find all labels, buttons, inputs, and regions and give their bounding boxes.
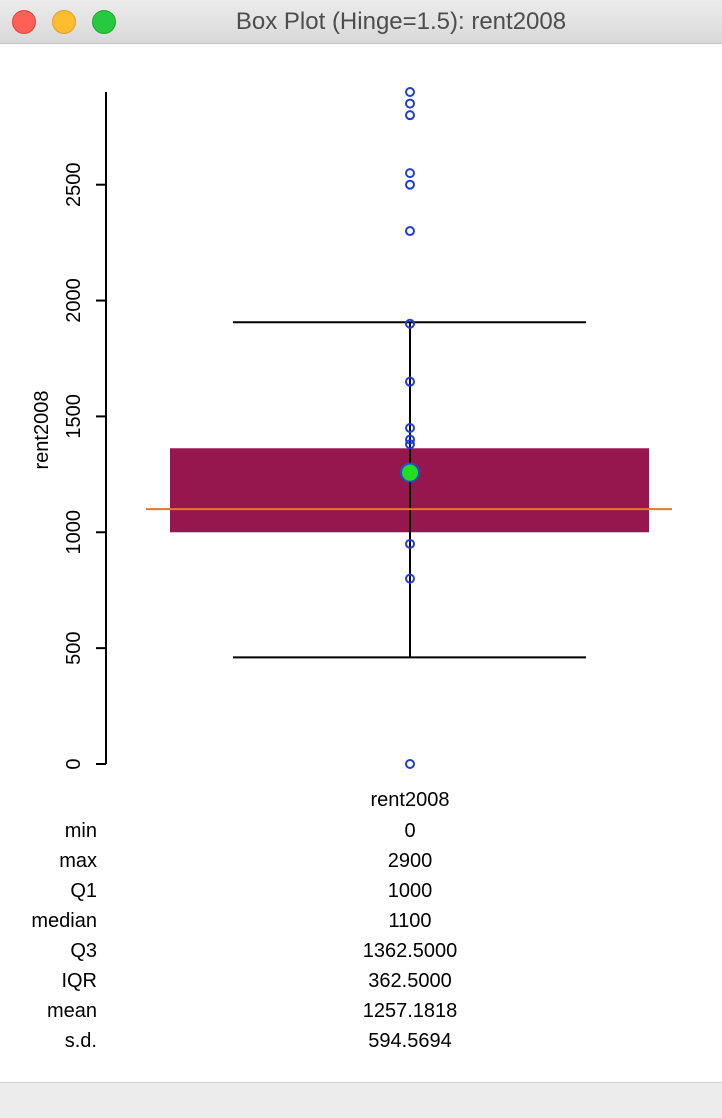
data-point xyxy=(405,439,415,450)
close-window-button[interactable] xyxy=(12,10,36,34)
summary-statistics-table: min 0 max 2900 Q1 1000 median 1100 Q3 1362.5000 IQ… xyxy=(0,820,722,1060)
stat-value: 1257.1818 xyxy=(362,1000,458,1022)
zoom-window-button[interactable] xyxy=(92,10,116,34)
stat-value: 594.5694 xyxy=(368,1030,452,1052)
data-point xyxy=(405,179,415,190)
stat-row-max: max 2900 xyxy=(0,850,722,880)
stat-row-s-d-: s.d. 594.5694 xyxy=(0,1030,722,1060)
stat-row-q3: Q3 1362.5000 xyxy=(0,940,722,970)
data-point xyxy=(405,538,415,549)
stat-label: Q3 xyxy=(70,940,97,962)
stat-row-mean: mean 1257.1818 xyxy=(0,1000,722,1030)
y-tick-label: 1500 xyxy=(63,394,85,439)
data-point xyxy=(405,226,415,237)
stat-label: mean xyxy=(46,1000,97,1022)
minimize-window-button[interactable] xyxy=(52,10,76,34)
stat-value: 2900 xyxy=(387,850,433,872)
y-tick-label: 2500 xyxy=(63,162,85,207)
title-bar: Box Plot (Hinge=1.5): rent2008 xyxy=(0,0,722,44)
stat-label: IQR xyxy=(61,970,97,992)
stat-label: max xyxy=(59,850,97,872)
stat-row-q1: Q1 1000 xyxy=(0,880,722,910)
stat-row-min: min 0 xyxy=(0,820,722,850)
stat-row-iqr: IQR 362.5000 xyxy=(0,970,722,1000)
data-point xyxy=(405,87,415,97)
stat-value: 0 xyxy=(404,820,416,842)
stat-label: Q1 xyxy=(70,880,97,902)
stat-row-median: median 1100 xyxy=(0,910,722,940)
box-plot-chart: 0 500 1000 1500 2000 2500 rent2008 rent2008 xyxy=(31,87,672,811)
data-point xyxy=(405,168,415,179)
y-axis-label: rent2008 xyxy=(31,391,53,470)
data-point xyxy=(405,110,415,121)
y-tick-label: 500 xyxy=(63,631,85,664)
data-point xyxy=(405,423,415,433)
stat-value: 1100 xyxy=(388,910,432,932)
y-tick-label: 2000 xyxy=(63,278,85,323)
stat-label: s.d. xyxy=(64,1030,97,1052)
y-tick-label: 0 xyxy=(63,758,85,769)
data-point xyxy=(405,98,415,109)
data-point xyxy=(405,318,415,329)
data-point xyxy=(405,434,415,445)
stat-value: 1362.5000 xyxy=(362,940,458,962)
data-point xyxy=(405,376,415,387)
mean-marker xyxy=(400,462,420,483)
y-tick-label: 1000 xyxy=(63,510,85,555)
stat-label: median xyxy=(31,910,97,932)
window-title: Box Plot (Hinge=1.5): rent2008 xyxy=(235,8,567,35)
stat-value: 1000 xyxy=(387,880,433,902)
data-point xyxy=(405,573,415,584)
status-bar xyxy=(0,1082,722,1118)
data-point xyxy=(405,759,415,769)
stat-value: 362.5000 xyxy=(368,970,452,992)
x-axis-label: rent2008 xyxy=(371,789,450,811)
stat-label: min xyxy=(64,820,97,842)
